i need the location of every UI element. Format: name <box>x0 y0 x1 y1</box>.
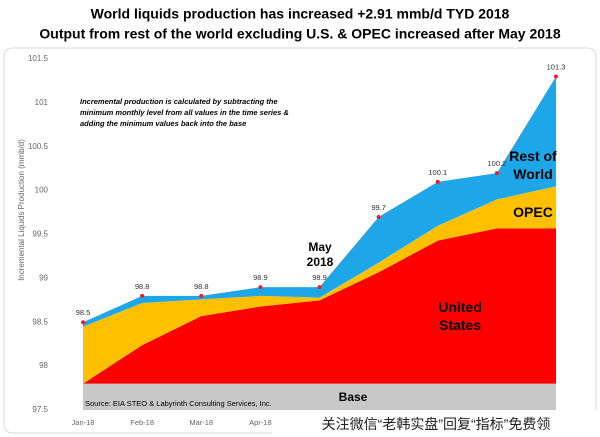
data-label: 100.2 <box>487 159 506 168</box>
chart-subtitle: Output from rest of the world excluding … <box>39 26 560 42</box>
x-tick-label: Jan-18 <box>72 418 95 427</box>
chart-title: World liquids production has increased +… <box>91 6 510 22</box>
may-annotation: May 2018 <box>306 240 334 269</box>
total-marker <box>494 171 499 176</box>
y-tick-label: 100 <box>35 186 49 195</box>
x-tick-label: Feb-18 <box>130 418 154 427</box>
data-label: 98.9 <box>253 273 268 282</box>
source: Source: EIA STEO & Labyrinth Consulting … <box>85 399 272 408</box>
series-label: OPEC <box>513 204 553 220</box>
y-tick-label: 99 <box>39 273 48 282</box>
series-label: Base <box>338 390 368 404</box>
total-marker <box>140 293 145 298</box>
y-tick-label: 101 <box>35 98 49 107</box>
data-label: 98.9 <box>312 273 327 282</box>
y-tick-label: 100.5 <box>28 142 49 151</box>
total-marker <box>435 179 440 184</box>
data-label: 100.1 <box>428 168 447 177</box>
total-marker <box>258 285 263 290</box>
series-label: Rest of World <box>509 148 557 182</box>
area <box>83 228 556 384</box>
y-axis-label: Incremental Liquids Production (mmb/d) <box>17 139 26 281</box>
x-tick-label: Mar-18 <box>189 418 213 427</box>
area <box>83 383 556 410</box>
data-label: 101.3 <box>547 63 566 72</box>
y-tick-label: 98.5 <box>32 317 48 326</box>
y-tick-label: 101.5 <box>28 54 49 63</box>
data-label: 98.5 <box>76 308 91 317</box>
total-marker <box>554 74 558 79</box>
area <box>83 186 556 384</box>
total-marker <box>317 285 322 290</box>
total-marker <box>81 320 85 325</box>
watermark: 关注微信“老韩实盘”回复“指标”免费领 <box>272 411 600 437</box>
series-label: United States <box>438 299 482 333</box>
data-label: 98.8 <box>194 282 209 291</box>
y-tick-label: 97.5 <box>32 405 48 414</box>
y-tick-label: 99.5 <box>32 230 48 239</box>
data-label: 98.8 <box>135 282 150 291</box>
x-tick-label: Apr-18 <box>249 418 272 427</box>
area <box>83 76 556 327</box>
total-marker <box>376 214 381 219</box>
total-marker <box>199 293 204 298</box>
y-tick-label: 98 <box>39 361 48 370</box>
note: Incremental production is calculated by … <box>80 97 289 128</box>
data-label: 99.7 <box>371 203 386 212</box>
